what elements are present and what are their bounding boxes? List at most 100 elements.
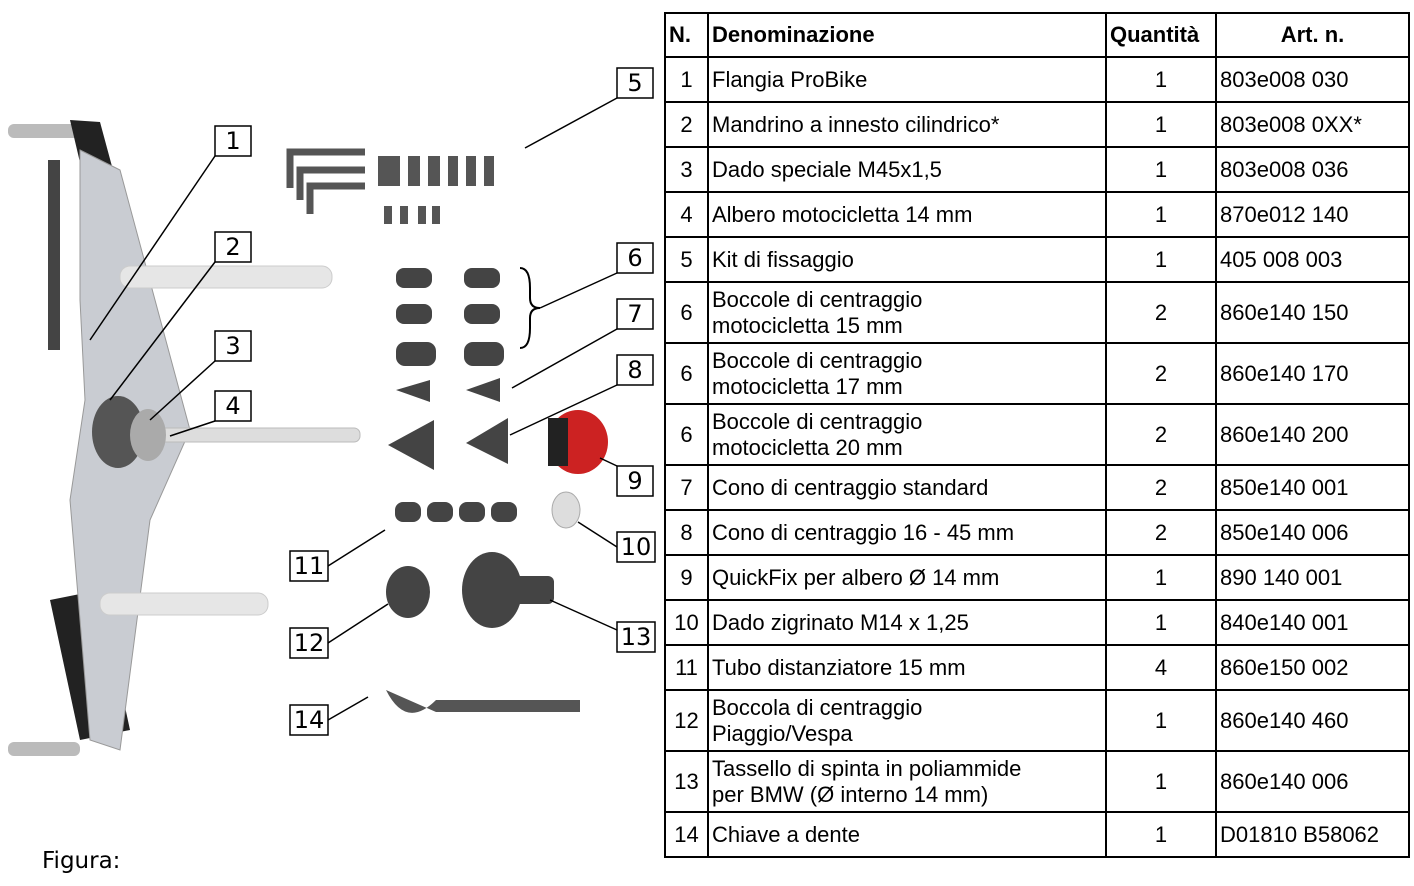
table-cell: 803e008 036 [1215, 146, 1410, 193]
table-cell: 860e150 002 [1215, 644, 1410, 691]
table-cell: 870e012 140 [1215, 191, 1410, 238]
table-cell: 840e140 001 [1215, 599, 1410, 646]
table-cell: 1 [1105, 101, 1217, 148]
column-header: Denominazione [707, 12, 1107, 58]
table-cell: 1 [1105, 56, 1217, 103]
table-cell: Chiave a dente [707, 811, 1107, 858]
callout-box [214, 330, 252, 362]
figure-caption: Figura: [42, 848, 121, 874]
callout-box [289, 627, 329, 659]
callout-box [616, 242, 654, 274]
callout-box [214, 231, 252, 263]
table-cell: 6 [664, 281, 709, 344]
table-cell: 2 [1105, 509, 1217, 556]
table-cell: Tassello di spinta in poliammide per BMW… [707, 750, 1107, 813]
table-cell: 1 [1105, 689, 1217, 752]
table-row: 6 Boccole di centraggio motocicletta 17 m… [664, 342, 1410, 405]
callout-box [616, 465, 654, 497]
table-cell: 1 [1105, 554, 1217, 601]
callout-label: 5 [627, 69, 642, 97]
table-cell: 8 [664, 509, 709, 556]
table-cell: Dado zigrinato M14 x 1,25 [707, 599, 1107, 646]
table-cell: Boccola di centraggio Piaggio/Vespa [707, 689, 1107, 752]
table-cell: 850e140 006 [1215, 509, 1410, 556]
table-cell: 803e008 030 [1215, 56, 1410, 103]
callout-box [616, 67, 654, 99]
leader-lines [89, 97, 618, 721]
callout-box [289, 550, 329, 582]
table-cell: 1 [1105, 750, 1217, 813]
table-row: 6 Boccole di centraggio motocicletta 20 m… [664, 403, 1410, 466]
table-cell: 13 [664, 750, 709, 813]
table-cell: 4 [664, 191, 709, 238]
table-cell: D01810 B58062 [1215, 811, 1410, 858]
table-cell: 890 140 001 [1215, 554, 1410, 601]
table-row: 7 Cono di centraggio standard 2 850e140 001 [664, 464, 1410, 511]
table-cell: 860e140 200 [1215, 403, 1410, 466]
callout-label: 10 [621, 533, 652, 561]
table-cell: 2 [1105, 281, 1217, 344]
table-cell: Kit di fissaggio [707, 236, 1107, 283]
callout-label: 8 [627, 356, 642, 384]
column-header: Art. n. [1215, 12, 1410, 58]
table-row: 11 Tubo distanziatore 15 mm 4 860e150 002 [664, 644, 1410, 691]
table-cell: QuickFix per albero Ø 14 mm [707, 554, 1107, 601]
callout-label: 6 [627, 244, 642, 272]
table-cell: 850e140 001 [1215, 464, 1410, 511]
table-cell: Dado speciale M45x1,5 [707, 146, 1107, 193]
table-cell: 2 [664, 101, 709, 148]
table-cell: Boccole di centraggio motocicletta 15 mm [707, 281, 1107, 344]
table-cell: Boccole di centraggio motocicletta 17 mm [707, 342, 1107, 405]
callout-label: 11 [294, 552, 325, 580]
callout-label: 13 [621, 623, 652, 651]
callout-label: 4 [225, 392, 240, 420]
column-header: N. [664, 12, 709, 58]
callout-box [616, 531, 656, 563]
table-cell: 6 [664, 342, 709, 405]
table-cell: Albero motocicletta 14 mm [707, 191, 1107, 238]
callout-label: 3 [225, 332, 240, 360]
callout-label: 7 [627, 300, 642, 328]
table-cell: 1 [1105, 146, 1217, 193]
table-cell: 3 [664, 146, 709, 193]
illustration [8, 120, 608, 756]
table-cell: 860e140 460 [1215, 689, 1410, 752]
table-cell: 803e008 0XX* [1215, 101, 1410, 148]
table-cell: 1 [664, 56, 709, 103]
table-cell: 5 [664, 236, 709, 283]
table-cell: Mandrino a innesto cilindrico* [707, 101, 1107, 148]
table-row: 10 Dado zigrinato M14 x 1,25 1 840e140 001 [664, 599, 1410, 646]
callout-label: 14 [294, 706, 325, 734]
table-cell: 1 [1105, 811, 1217, 858]
callout-box [616, 298, 654, 330]
table-row: 2 Mandrino a innesto cilindrico* 1 803e008 … [664, 101, 1410, 148]
table-cell: Boccole di centraggio motocicletta 20 mm [707, 403, 1107, 466]
table-cell: 860e140 150 [1215, 281, 1410, 344]
callout-label: 1 [225, 127, 240, 155]
table-cell: 2 [1105, 342, 1217, 405]
table-row: 12 Boccola di centraggio Piaggio/Vespa 1 86… [664, 689, 1410, 752]
table-row: 9 QuickFix per albero Ø 14 mm 1 890 140 001 [664, 554, 1410, 601]
table-row: 4 Albero motocicletta 14 mm 1 870e012 140 [664, 191, 1410, 238]
parts-table: N. Denominazione Quantità Art. n. 1 Flangia … [664, 12, 1410, 858]
column-header: Quantità [1105, 12, 1217, 58]
table-cell: 14 [664, 811, 709, 858]
table-cell: 2 [1105, 403, 1217, 466]
table-cell: 1 [1105, 599, 1217, 646]
table-cell: Cono di centraggio 16 - 45 mm [707, 509, 1107, 556]
table-row: 5 Kit di fissaggio 1 405 008 003 [664, 236, 1410, 283]
table-cell: 12 [664, 689, 709, 752]
callout-label: 9 [627, 467, 642, 495]
table-cell: 860e140 170 [1215, 342, 1410, 405]
table-row: 14 Chiave a dente 1 D01810 B58062 [664, 811, 1410, 858]
table-cell: 6 [664, 403, 709, 466]
callout-box [214, 390, 252, 422]
callout-label: 2 [225, 233, 240, 261]
table-cell: 1 [1105, 236, 1217, 283]
callout-box [214, 125, 252, 157]
callout-box [289, 704, 329, 736]
callout-box [616, 621, 656, 653]
table-cell: 860e140 006 [1215, 750, 1410, 813]
